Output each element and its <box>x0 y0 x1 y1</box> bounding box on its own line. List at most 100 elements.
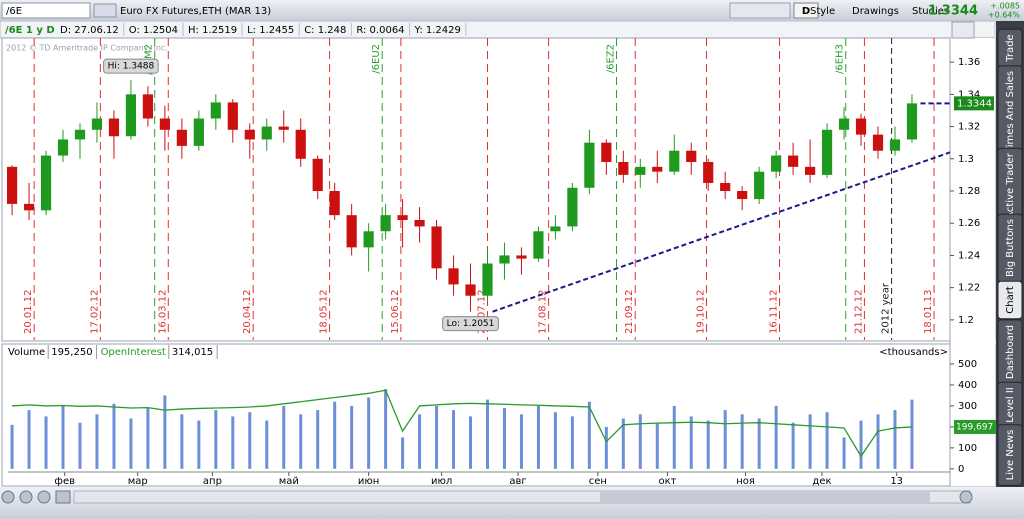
date-line-label: 17.02.12 <box>89 289 100 334</box>
scroll-thumb[interactable] <box>600 492 930 502</box>
date-line-label: 16.11.12 <box>769 289 780 334</box>
x-tick-label: ноя <box>736 476 755 487</box>
candle-body <box>227 102 238 130</box>
volume-bar <box>146 408 150 469</box>
studies-button[interactable]: Studies <box>912 6 949 17</box>
volume-bar <box>265 420 269 469</box>
volume-panel <box>1 343 996 487</box>
info-field: H: 1.2519 <box>188 25 237 36</box>
candle-body <box>363 231 374 248</box>
volume-bar <box>570 416 574 469</box>
candle-body <box>57 139 69 156</box>
candle-body <box>618 162 629 175</box>
side-tab[interactable]: Big Buttons <box>1005 219 1016 277</box>
candle-body <box>906 103 918 140</box>
oi-label-box <box>954 419 996 434</box>
value-axis-area <box>950 38 995 486</box>
y-tick-label: 1.28 <box>958 186 980 197</box>
side-tab-bg[interactable] <box>997 280 1023 320</box>
x-tick-label: май <box>279 476 299 487</box>
candle-body <box>516 255 527 259</box>
fit-icon[interactable] <box>37 490 51 504</box>
style-button[interactable]: Style <box>810 6 835 17</box>
side-tab[interactable]: Active Trader <box>1005 152 1016 218</box>
volume-bar <box>129 418 133 469</box>
x-tick-label: дек <box>812 476 831 487</box>
zoom-in-icon[interactable] <box>19 490 33 504</box>
candle-body <box>601 142 612 163</box>
candle-body <box>533 231 544 259</box>
volume-bar <box>519 414 523 469</box>
candle-body <box>261 126 272 140</box>
volume-bar <box>282 405 286 469</box>
legend-name: OpenInterest <box>101 347 166 358</box>
volume-bar <box>689 416 693 469</box>
candle-body <box>448 268 459 285</box>
candle-body <box>720 182 731 191</box>
volume-bar <box>163 395 167 469</box>
side-tab[interactable]: Live News <box>1005 430 1016 481</box>
date-line-label: 18.05.12 <box>319 289 330 334</box>
candle-body <box>872 134 884 151</box>
side-tab[interactable]: Level II <box>1005 387 1016 422</box>
volume-bar <box>10 424 14 469</box>
volume-bar <box>180 414 184 469</box>
drawings-button[interactable]: Drawings <box>852 6 899 17</box>
volume-bar <box>876 414 880 469</box>
volume-bar <box>859 420 863 469</box>
unit-label: <thousands> <box>879 347 948 358</box>
symbol[interactable]: /6E <box>6 6 22 17</box>
settings-icon[interactable] <box>959 490 973 504</box>
volume-bar <box>910 399 914 469</box>
symbol-box[interactable] <box>1 2 91 19</box>
side-tab-bg[interactable] <box>997 424 1023 486</box>
candle-body <box>855 118 867 135</box>
period-button[interactable] <box>793 2 819 19</box>
volume-bar <box>825 412 829 469</box>
volume-bar <box>214 410 218 469</box>
side-tab[interactable]: Dashboard <box>1005 325 1016 379</box>
candle-body <box>550 226 561 232</box>
date-line-label: 21.09.12 <box>624 289 635 334</box>
candle-body <box>312 158 323 191</box>
side-tab[interactable]: Chart <box>1005 286 1016 314</box>
date-line-label: 17.08.12 <box>538 289 549 334</box>
period-label[interactable]: D <box>802 6 810 17</box>
candle-body <box>482 263 493 296</box>
candle-body <box>278 126 289 130</box>
x-tick-label: сен <box>589 476 607 487</box>
side-tab[interactable]: Times And Sales <box>1005 71 1016 154</box>
y-tick-label: 500 <box>958 359 977 370</box>
oi-label: 199,697 <box>956 422 993 432</box>
candle-body <box>23 203 35 211</box>
volume-bar <box>842 437 846 469</box>
volume-bar <box>27 410 31 469</box>
candle-body <box>584 142 595 188</box>
volume-bar <box>435 405 439 469</box>
tool-icons[interactable] <box>729 2 791 19</box>
y-tick-label: 1.22 <box>958 283 980 294</box>
volume-bar <box>350 405 354 469</box>
zoom-out-icon[interactable] <box>1 490 15 504</box>
volume-bar <box>723 410 727 469</box>
volume-bar <box>808 414 812 469</box>
side-tab[interactable]: Trade <box>1005 34 1016 62</box>
x-tick-label: авг <box>509 476 526 487</box>
candle-body <box>754 171 765 200</box>
volume-bar <box>740 414 744 469</box>
symbol-menu[interactable] <box>93 3 117 18</box>
candle-body <box>142 94 154 119</box>
last-price-label: 1.3344 <box>957 98 992 109</box>
candle-body <box>465 284 476 296</box>
date-line-label: 20.04.12 <box>242 289 253 334</box>
scroll-icon[interactable] <box>55 490 71 504</box>
y-tick-label: 0 <box>958 464 964 475</box>
volume-bar <box>367 397 371 469</box>
x-tick-label: июн <box>358 476 379 487</box>
open-interest-line <box>12 389 913 458</box>
volume-bar <box>757 418 761 469</box>
info-field: L: 1.2455 <box>247 25 294 36</box>
y-tick-label: 1.26 <box>958 218 980 229</box>
panel-button[interactable] <box>951 21 975 39</box>
